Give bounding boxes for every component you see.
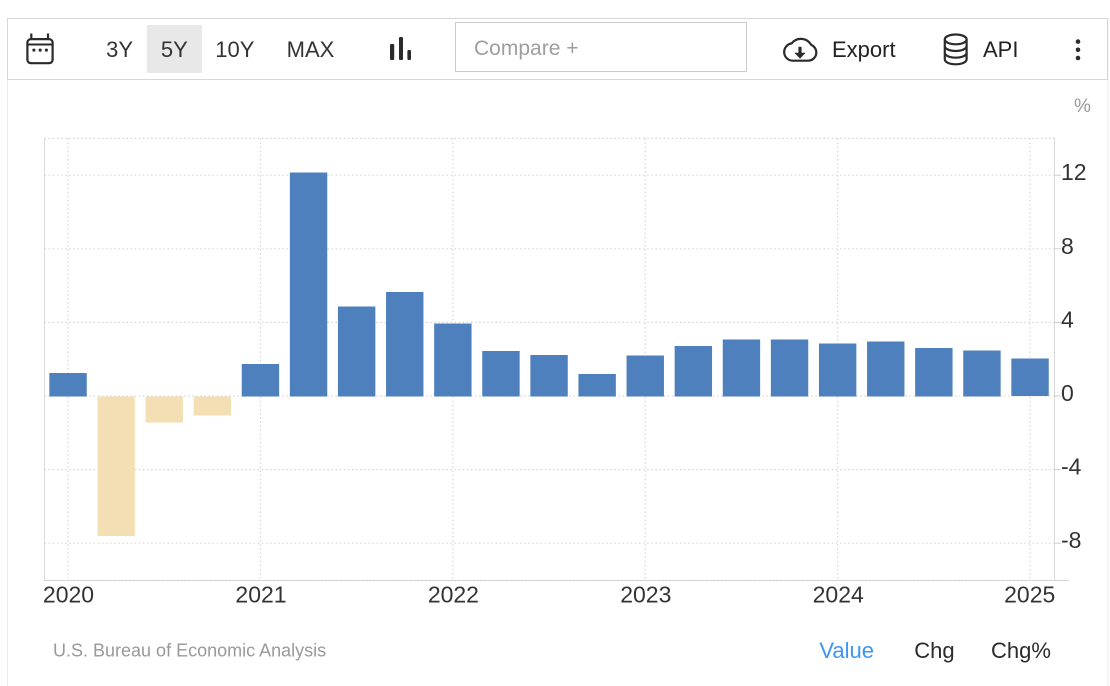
svg-text:4: 4 — [1061, 306, 1074, 332]
svg-text:MAX: MAX — [287, 37, 335, 62]
svg-text:2025: 2025 — [1004, 582, 1055, 608]
svg-text:API: API — [983, 37, 1018, 62]
svg-text:%: % — [1074, 96, 1091, 117]
svg-text:Compare +: Compare + — [474, 37, 578, 60]
svg-text:12: 12 — [1061, 159, 1087, 185]
svg-text:10Y: 10Y — [215, 37, 254, 62]
svg-text:U.S. Bureau of Economic Analys: U.S. Bureau of Economic Analysis — [53, 640, 326, 660]
svg-text:2023: 2023 — [620, 582, 671, 608]
svg-text:-8: -8 — [1061, 527, 1081, 553]
svg-text:3Y: 3Y — [106, 37, 133, 62]
svg-text:2024: 2024 — [813, 582, 864, 608]
svg-text:Value: Value — [819, 638, 874, 663]
svg-text:Chg: Chg — [914, 638, 954, 663]
svg-text:0: 0 — [1061, 380, 1074, 406]
svg-text:2021: 2021 — [235, 582, 286, 608]
svg-text:-4: -4 — [1061, 454, 1082, 480]
svg-text:Chg%: Chg% — [991, 638, 1051, 663]
svg-text:2020: 2020 — [43, 582, 94, 608]
svg-text:5Y: 5Y — [161, 37, 188, 62]
svg-text:2022: 2022 — [428, 582, 479, 608]
svg-text:8: 8 — [1061, 233, 1074, 259]
svg-text:Export: Export — [832, 37, 896, 62]
